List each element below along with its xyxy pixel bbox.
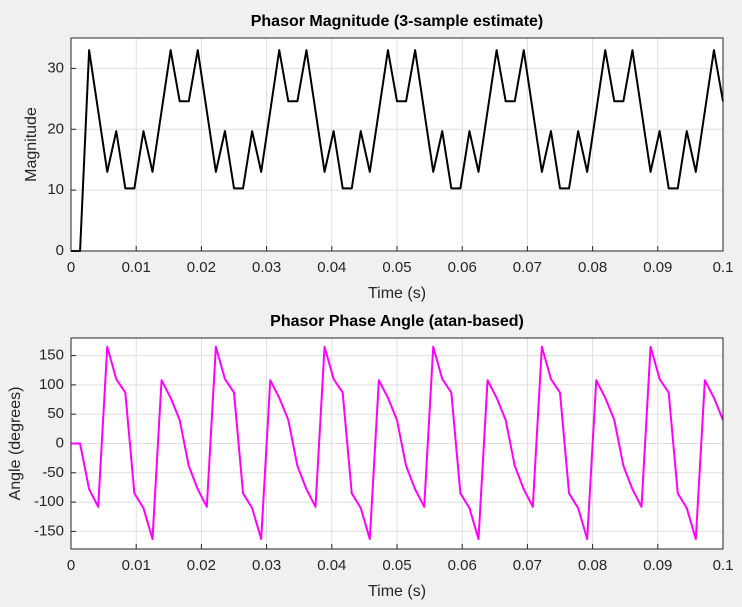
- y-tick-label: -150: [34, 522, 64, 539]
- x-tick-label: 0.05: [382, 259, 411, 276]
- y-tick-label: 100: [39, 376, 64, 393]
- y-tick-label: -100: [34, 493, 64, 510]
- x-tick-label: 0.03: [252, 259, 281, 276]
- x-tick-label: 0.01: [122, 259, 151, 276]
- x-axis-label: Time (s): [368, 285, 426, 302]
- x-tick-label: 0.03: [252, 557, 281, 574]
- x-tick-label: 0.07: [513, 557, 542, 574]
- x-tick-label: 0.02: [187, 557, 216, 574]
- x-tick-label: 0.08: [578, 259, 607, 276]
- data-line: [71, 49, 724, 252]
- y-tick-label: 150: [39, 347, 64, 364]
- y-tick-label: 0: [56, 242, 64, 259]
- x-axis-label: Time (s): [368, 583, 426, 600]
- x-tick-label: 0.06: [448, 557, 477, 574]
- chart-title: Phasor Magnitude (3-sample estimate): [251, 13, 544, 30]
- y-axis-label: Magnitude: [23, 107, 40, 182]
- y-axis-label: Angle (degrees): [7, 387, 24, 501]
- y-tick-label: 20: [47, 120, 64, 137]
- axes-box: [70, 37, 724, 252]
- y-tick-label: 0: [56, 434, 64, 451]
- x-tick-label: 0.06: [448, 259, 477, 276]
- y-tick-label: -50: [42, 464, 64, 481]
- y-tick-label: 30: [47, 59, 64, 76]
- axes-box: [70, 337, 724, 550]
- x-tick-label: 0.01: [122, 557, 151, 574]
- x-tick-label: 0.1: [713, 259, 734, 276]
- y-tick-label: 50: [47, 405, 64, 422]
- x-tick-label: 0.05: [382, 557, 411, 574]
- x-tick-label: 0.1: [713, 557, 734, 574]
- x-tick-label: 0.07: [513, 259, 542, 276]
- chart-title: Phasor Phase Angle (atan-based): [270, 313, 524, 330]
- x-tick-label: 0.09: [643, 557, 672, 574]
- x-tick-label: 0.02: [187, 259, 216, 276]
- x-tick-label: 0.08: [578, 557, 607, 574]
- x-tick-label: 0.04: [317, 557, 346, 574]
- data-line: [71, 345, 724, 541]
- x-tick-label: 0.04: [317, 259, 346, 276]
- x-tick-label: 0: [67, 259, 75, 276]
- x-tick-label: 0.09: [643, 259, 672, 276]
- x-tick-label: 0: [67, 557, 75, 574]
- y-tick-label: 10: [47, 181, 64, 198]
